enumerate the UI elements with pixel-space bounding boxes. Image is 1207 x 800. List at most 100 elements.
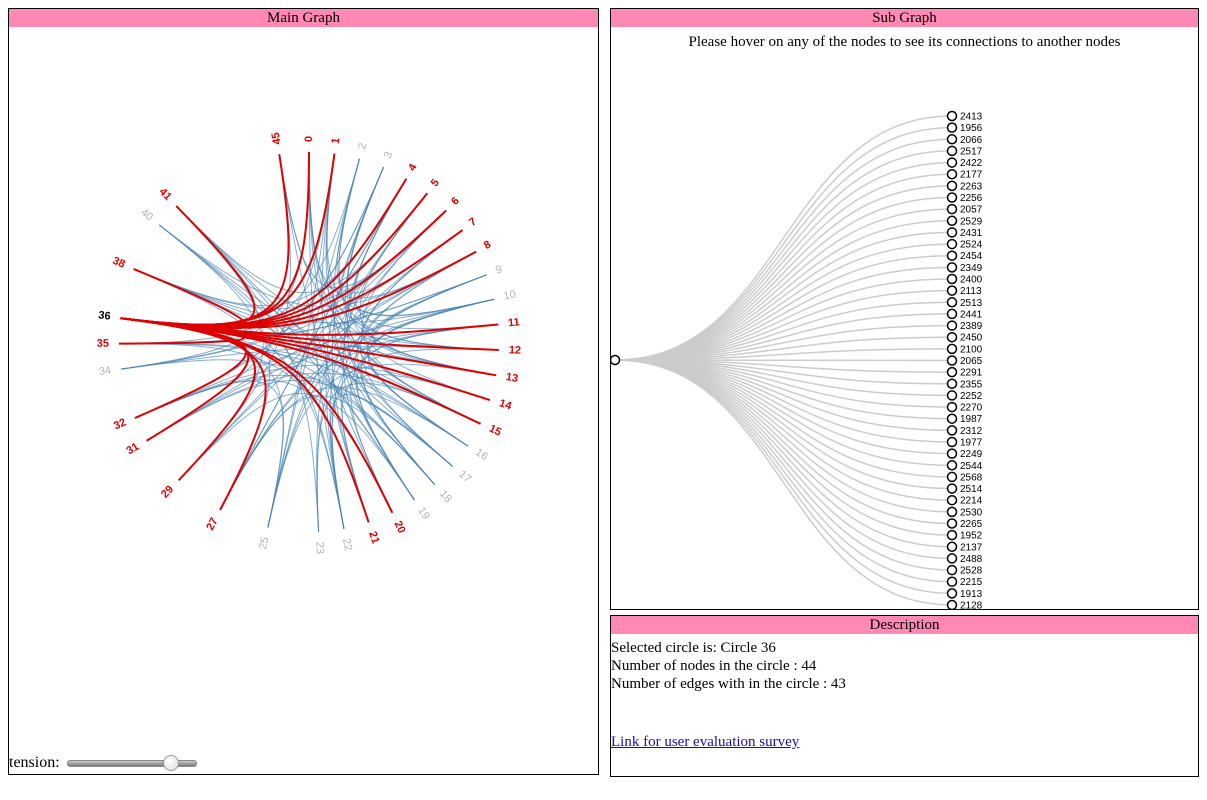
node-label-29[interactable]: 29 [159, 483, 176, 500]
tree-leaf-2529[interactable]: 2529 [946, 215, 983, 227]
tree-leaf-2113[interactable]: 2113 [946, 285, 982, 297]
node-label-41[interactable]: 41 [157, 186, 174, 203]
tree-leaf-2256[interactable]: 2256 [946, 192, 983, 204]
tree-leaf-2215[interactable]: 2215 [946, 576, 983, 588]
tree-leaf-2454[interactable]: 2454 [946, 250, 983, 262]
chord-highlight-edge-1 [120, 153, 336, 326]
tree-leaf-label: 2291 [960, 368, 983, 379]
tree-leaf-2524[interactable]: 2524 [946, 238, 983, 251]
node-label-34[interactable]: 34 [98, 364, 112, 378]
tree-leaf-2137[interactable]: 2137 [946, 541, 983, 553]
tree-leaf-2422[interactable]: 2422 [946, 157, 983, 169]
tree-leaf-2214[interactable]: 2214 [946, 494, 983, 507]
node-label-31[interactable]: 31 [124, 441, 141, 458]
node-label-15[interactable]: 15 [487, 423, 503, 439]
node-label-45[interactable]: 45 [270, 131, 284, 145]
node-label-6[interactable]: 6 [449, 195, 462, 208]
node-label-12[interactable]: 12 [509, 344, 522, 357]
tree-leaf-node [946, 297, 958, 308]
tree-leaf-2128[interactable]: 2128 [946, 599, 983, 610]
tree-leaf-2066[interactable]: 2066 [946, 134, 983, 146]
tree-leaf-node [946, 122, 958, 133]
node-label-17[interactable]: 17 [456, 468, 473, 485]
tree-leaf-2517[interactable]: 2517 [946, 145, 983, 157]
node-label-8[interactable]: 8 [482, 239, 493, 252]
tree-leaf-1977[interactable]: 1977 [946, 436, 983, 449]
tree-leaf-2177[interactable]: 2177 [946, 168, 983, 181]
node-label-7[interactable]: 7 [467, 216, 479, 229]
node-label-22[interactable]: 22 [340, 537, 354, 551]
node-label-16[interactable]: 16 [473, 446, 490, 463]
node-label-27[interactable]: 27 [204, 516, 220, 532]
tree-leaf-2568[interactable]: 2568 [946, 471, 983, 483]
tension-slider-handle[interactable] [163, 754, 180, 771]
node-label-1[interactable]: 1 [330, 137, 343, 145]
tree-leaf-2544[interactable]: 2544 [946, 460, 983, 472]
tree-leaf-1987[interactable]: 1987 [946, 413, 983, 425]
tree-leaf-1952[interactable]: 1952 [946, 529, 983, 542]
tree-leaf-2400[interactable]: 2400 [946, 273, 983, 286]
tree-leaf-2431[interactable]: 2431 [946, 227, 983, 239]
tree-leaf-2528[interactable]: 2528 [946, 564, 983, 577]
node-label-14[interactable]: 14 [498, 397, 514, 412]
tree-leaf-2100[interactable]: 2100 [946, 343, 983, 355]
tree-root-node[interactable] [611, 354, 621, 366]
tree-leaf-2249[interactable]: 2249 [946, 448, 983, 460]
tree-leaf-2349[interactable]: 2349 [946, 262, 983, 274]
tension-slider[interactable] [66, 754, 197, 771]
node-label-19[interactable]: 19 [415, 505, 432, 522]
node-label-38[interactable]: 38 [111, 255, 127, 271]
node-label-23[interactable]: 23 [313, 541, 326, 554]
node-label-21[interactable]: 21 [366, 530, 381, 545]
tree-leaf-2450[interactable]: 2450 [946, 331, 983, 344]
node-label-3[interactable]: 3 [382, 150, 395, 160]
tree-leaf-2514[interactable]: 2514 [946, 483, 983, 495]
tree-leaf-2312[interactable]: 2312 [946, 425, 983, 437]
survey-link[interactable]: Link for user evaluation survey [611, 734, 800, 750]
tree-leaf-1956[interactable]: 1956 [946, 122, 983, 134]
node-label-25[interactable]: 25 [257, 536, 271, 551]
node-label-13[interactable]: 13 [505, 371, 519, 385]
tree-leaf-2513[interactable]: 2513 [946, 297, 983, 309]
tree-leaf-1913[interactable]: 1913 [946, 588, 983, 600]
tree-leaf-nodes: 2413195620662517242221772263225620572529… [946, 110, 983, 610]
tree-leaf-2065[interactable]: 2065 [946, 355, 983, 367]
tree-leaf-2488[interactable]: 2488 [946, 553, 983, 565]
tree-leaf-label: 2066 [960, 135, 983, 146]
tree-leaf-2530[interactable]: 2530 [946, 506, 983, 518]
tree-leaf-2265[interactable]: 2265 [946, 518, 983, 530]
node-label-11[interactable]: 11 [508, 316, 521, 329]
tree-leaf-label: 2454 [960, 251, 983, 262]
tree-leaf-node [946, 227, 958, 238]
tree-leaf-2355[interactable]: 2355 [946, 378, 983, 390]
node-label-2[interactable]: 2 [356, 142, 369, 151]
node-label-18[interactable]: 18 [437, 488, 454, 505]
node-label-35[interactable]: 35 [97, 338, 109, 350]
tree-leaf-2057[interactable]: 2057 [946, 203, 983, 216]
tree-link-2214 [614, 359, 953, 501]
node-label-36[interactable]: 36 [98, 309, 112, 322]
tree-leaf-label: 2256 [960, 193, 983, 204]
tree-leaf-2270[interactable]: 2270 [946, 401, 983, 414]
node-label-40[interactable]: 40 [138, 207, 155, 224]
node-label-4[interactable]: 4 [406, 161, 420, 173]
tree-diagram[interactable]: 2413195620662517242221772263225620572529… [611, 27, 1198, 609]
tree-leaf-2263[interactable]: 2263 [946, 180, 983, 192]
tree-leaf-node [946, 518, 958, 529]
node-label-10[interactable]: 10 [503, 288, 518, 302]
node-label-5[interactable]: 5 [429, 177, 442, 189]
node-label-20[interactable]: 20 [391, 519, 407, 535]
node-label-9[interactable]: 9 [494, 263, 504, 276]
tree-leaf-2291[interactable]: 2291 [946, 366, 983, 379]
chord-edge-49 [326, 153, 481, 425]
tree-leaf-2252[interactable]: 2252 [946, 390, 983, 402]
node-label-0[interactable]: 0 [303, 136, 315, 142]
node-label-32[interactable]: 32 [112, 416, 128, 432]
tree-leaf-label: 2057 [960, 205, 983, 216]
tree-leaf-2441[interactable]: 2441 [946, 308, 983, 320]
tree-leaf-label: 2524 [960, 240, 983, 251]
tree-leaf-2413[interactable]: 2413 [946, 110, 983, 123]
chord-diagram[interactable]: 45 0 1234567891011121314151617181920212223… [9, 27, 598, 747]
tree-leaf-2389[interactable]: 2389 [946, 320, 983, 332]
tree-leaf-label: 1952 [960, 531, 983, 542]
